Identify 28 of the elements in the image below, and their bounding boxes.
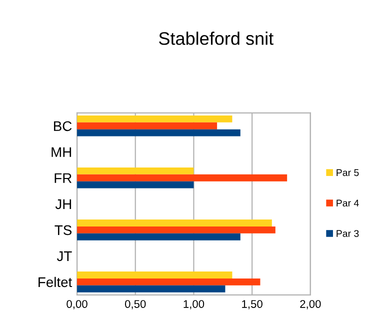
bar [77, 226, 276, 234]
bar [77, 285, 226, 292]
bar [77, 272, 232, 278]
bar [77, 168, 194, 174]
y-tick-label: MH [52, 147, 72, 157]
y-tick-label: TS [54, 225, 72, 236]
bar [77, 122, 218, 130]
y-tick-label: BC [54, 121, 72, 132]
y-tick-label: Feltet [38, 276, 72, 288]
bar [77, 220, 272, 226]
y-tick-label: JH [55, 199, 72, 210]
legend-label: Par 4 [336, 200, 359, 207]
bar [77, 115, 232, 122]
x-tick-label: 0,00 [66, 300, 88, 310]
x-tick-label: 2,00 [300, 300, 321, 310]
bar [77, 233, 240, 240]
bar [77, 181, 194, 188]
y-tick-label: FR [54, 173, 72, 183]
bar [77, 174, 288, 182]
x-tick-label: 1,50 [242, 300, 262, 310]
bar [77, 129, 240, 136]
y-tick-label: JT [56, 251, 72, 262]
legend-label: Par 3 [336, 230, 359, 237]
legend-label: Par 5 [336, 169, 359, 176]
bar [77, 278, 260, 286]
x-tick-label: 1,00 [184, 300, 204, 310]
x-tick-label: 0,50 [124, 300, 146, 310]
chart-title: Stableford snit [159, 32, 274, 45]
